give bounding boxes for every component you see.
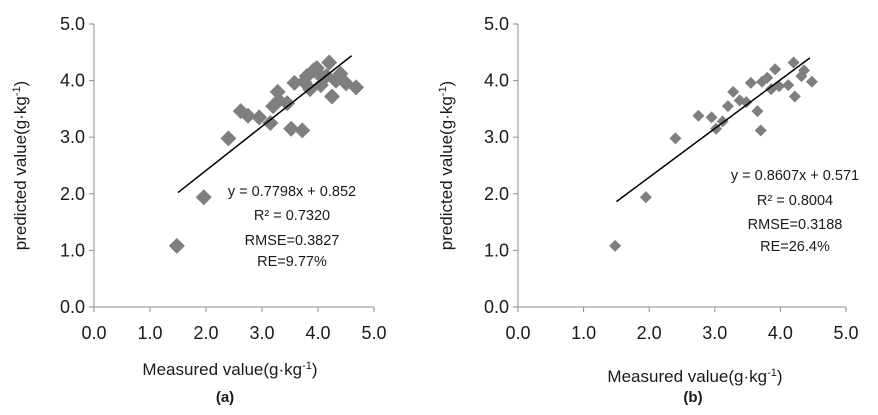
y-tick-label: 2.0 [60, 184, 85, 204]
y-axis-title-superscript: -1 [11, 86, 23, 96]
data-point [782, 79, 795, 92]
y-axis-title: predicted value(g·kg-1) [11, 81, 30, 250]
panel-label: (a) [216, 389, 234, 406]
y-tick-label: 3.0 [60, 127, 85, 147]
y-tick-label: 5.0 [484, 14, 509, 34]
data-point [692, 109, 705, 122]
data-point [754, 124, 767, 137]
x-axis-title-superscript: -1 [302, 360, 312, 372]
y-tick-label: 2.0 [484, 184, 509, 204]
trendline [177, 55, 353, 194]
x-tick-label: 5.0 [361, 323, 386, 343]
data-point [251, 109, 268, 126]
data-point [283, 120, 300, 137]
data-point [727, 85, 740, 98]
y-tick-label: 5.0 [60, 14, 85, 34]
x-tick-label: 4.0 [305, 323, 330, 343]
trendline [615, 57, 811, 203]
x-tick-label: 1.0 [137, 323, 162, 343]
y-tick-label: 1.0 [60, 240, 85, 260]
data-point [609, 239, 622, 252]
data-point [788, 90, 801, 103]
data-point [321, 54, 338, 71]
data-point [744, 76, 757, 89]
y-tick-label: 0.0 [60, 297, 85, 317]
data-point [798, 64, 811, 77]
data-point [787, 56, 800, 69]
data-point [168, 237, 185, 254]
regression-annotation: RE=26.4% [760, 239, 830, 255]
x-axis-title: Measured value(g·kg-1) [607, 367, 782, 386]
regression-annotation: R² = 0.8004 [757, 193, 833, 209]
data-point [279, 95, 296, 112]
data-point [294, 122, 311, 139]
x-tick-label: 3.0 [249, 323, 274, 343]
data-point [705, 111, 718, 124]
data-point [740, 96, 753, 109]
x-axis-title-close: ) [312, 360, 318, 379]
regression-annotation: RE=9.77% [257, 254, 327, 270]
data-point [348, 79, 365, 96]
panel-label: (b) [683, 389, 702, 406]
data-point [805, 75, 818, 88]
x-tick-label: 2.0 [637, 323, 662, 343]
data-point [721, 100, 734, 113]
chart-panel-b: 0.0 1.0 2.0 3.0 4.0 5.0 0.0 1.0 2.0 3.0 4.0 5.0 y = … [437, 14, 859, 406]
data-point [195, 189, 212, 206]
x-tick-label: 1.0 [571, 323, 596, 343]
x-axis-title-superscript: -1 [767, 367, 777, 379]
y-axis-title-superscript: -1 [437, 86, 449, 96]
data-point [324, 88, 340, 105]
y-axis-title-close: ) [437, 81, 456, 87]
regression-annotation: y = 0.7798x + 0.852 [228, 184, 356, 200]
data-point [769, 63, 782, 76]
data-point [286, 74, 303, 91]
regression-annotation: RMSE=0.3188 [748, 217, 843, 233]
regression-annotation: R² = 0.7320 [254, 208, 330, 224]
x-axis-title-close: ) [777, 367, 783, 386]
data-point [240, 107, 256, 124]
data-point [710, 122, 723, 135]
x-tick-label: 4.0 [768, 323, 793, 343]
data-point [761, 71, 774, 84]
data-point [639, 191, 652, 204]
regression-annotation: y = 0.8607x + 0.571 [731, 168, 859, 184]
data-point [669, 132, 682, 145]
y-tick-label: 4.0 [60, 71, 85, 91]
x-tick-label: 3.0 [702, 323, 727, 343]
x-tick-label: 0.0 [81, 323, 106, 343]
regression-annotation: RMSE=0.3827 [245, 233, 340, 249]
data-point [751, 105, 764, 118]
y-tick-label: 0.0 [484, 297, 509, 317]
y-tick-label: 4.0 [484, 71, 509, 91]
x-tick-label: 5.0 [833, 323, 858, 343]
y-tick-label: 3.0 [484, 127, 509, 147]
data-point [220, 130, 237, 147]
y-tick-label: 1.0 [484, 240, 509, 260]
x-axis-title: Measured value(g·kg-1) [142, 360, 317, 379]
data-point [262, 115, 279, 132]
y-axis-title-close: ) [11, 81, 30, 87]
y-axis-title: predicted value(g·kg-1) [437, 81, 456, 250]
chart-panel-a: 0.0 1.0 2.0 3.0 4.0 5.0 0.0 1.0 2.0 3.0 4.0 5.0 y = … [11, 14, 387, 406]
x-tick-label: 0.0 [505, 323, 530, 343]
x-tick-label: 2.0 [193, 323, 218, 343]
